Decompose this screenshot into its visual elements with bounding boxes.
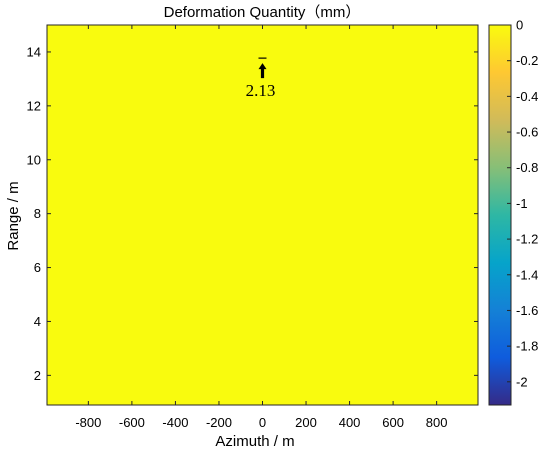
y-tick-label: 2 — [34, 368, 41, 383]
x-tick-label: -600 — [119, 415, 145, 430]
colorbar-tick-label: -1.2 — [516, 232, 538, 247]
colorbar-tick-label: -2 — [516, 374, 528, 389]
y-tick-label: 14 — [27, 44, 41, 59]
x-tick-label: -800 — [75, 415, 101, 430]
x-tick-label: 0 — [259, 415, 266, 430]
colorbar — [489, 25, 511, 405]
colorbar-tick-label: -0.2 — [516, 53, 538, 68]
y-axis-label: Range / m — [5, 181, 22, 250]
colorbar-tick-label: -0.8 — [516, 160, 538, 175]
x-axis-label: Azimuth / m — [215, 433, 294, 450]
up-arrow-icon — [258, 63, 267, 79]
colorbar-tick-label: -0.4 — [516, 89, 538, 104]
colorbar-tick-label: -1.4 — [516, 267, 538, 282]
peak-value-label: 2.13 — [246, 81, 276, 100]
x-tick-label: -200 — [206, 415, 232, 430]
colorbar-ticks: 0 -0.2 -0.4 -0.6 -0.8 -1 -1.2 -1.4 -1.6 -1.8 -2 — [507, 18, 538, 389]
y-tick-label: 4 — [34, 314, 41, 329]
colorbar-frame — [488, 24, 512, 406]
peak-annotation: 2.13 — [246, 57, 276, 100]
y-tick-label: 6 — [34, 260, 41, 275]
y-axis-ticks: 2 4 6 8 10 12 14 — [27, 44, 478, 383]
x-tick-label: -400 — [162, 415, 188, 430]
x-axis-ticks: -800 -600 -400 -200 0 200 400 600 800 — [75, 25, 447, 430]
colorbar-tick-label: -1.8 — [516, 339, 538, 354]
x-tick-label: 600 — [382, 415, 404, 430]
colorbar-tick-label: -0.6 — [516, 125, 538, 140]
x-tick-label: 400 — [339, 415, 361, 430]
y-tick-label: 10 — [27, 152, 41, 167]
x-tick-label: 800 — [426, 415, 448, 430]
y-tick-label: 8 — [34, 206, 41, 221]
chart-title: Deformation Quantity（mm） — [164, 4, 361, 21]
colorbar-tick-label: -1.6 — [516, 303, 538, 318]
colorbar-tick-label: 0 — [516, 18, 523, 33]
deformation-field — [47, 25, 478, 405]
x-tick-label: 200 — [295, 415, 317, 430]
colorbar-tick-label: -1 — [516, 196, 528, 211]
y-tick-label: 12 — [27, 98, 41, 113]
